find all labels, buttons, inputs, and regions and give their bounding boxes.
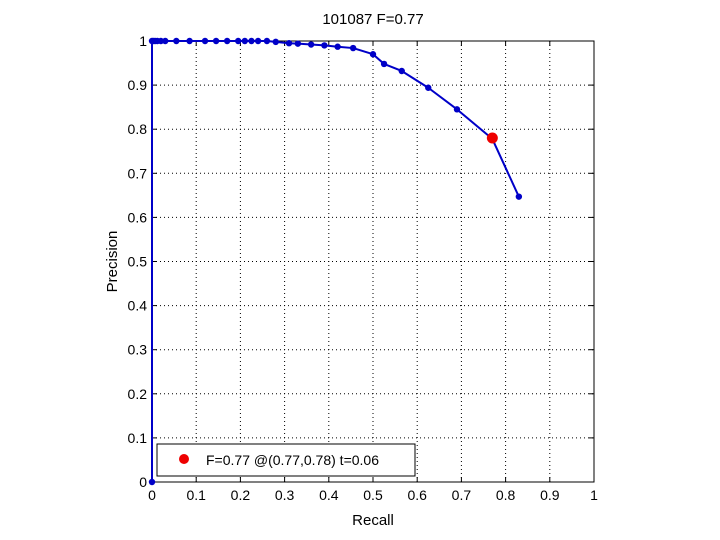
chart-title: 101087 F=0.77: [322, 11, 423, 28]
x-tick-label: 0.1: [186, 487, 206, 503]
x-tick-label: 0.6: [407, 487, 427, 503]
y-tick-label: 1: [139, 33, 147, 49]
data-point: [334, 44, 340, 50]
data-point: [202, 38, 208, 44]
x-tick-label: 0.4: [319, 487, 339, 503]
y-tick-label: 0.3: [128, 342, 148, 358]
data-point: [235, 38, 241, 44]
data-point: [213, 38, 219, 44]
x-tick-label: 0: [148, 487, 156, 503]
y-axis-label: Precision: [104, 231, 121, 293]
data-point: [425, 85, 431, 91]
y-tick-label: 0.2: [128, 386, 148, 402]
data-point: [149, 479, 155, 485]
data-point: [255, 38, 261, 44]
data-point: [454, 106, 460, 112]
data-point: [286, 40, 292, 46]
data-point: [308, 41, 314, 47]
data-point: [186, 38, 192, 44]
y-tick-label: 0.9: [128, 77, 148, 93]
data-point: [399, 68, 405, 74]
y-tick-label: 0.5: [128, 254, 148, 270]
data-point: [350, 45, 356, 51]
x-tick-label: 0.5: [363, 487, 383, 503]
y-tick-label: 0.4: [128, 298, 148, 314]
data-point: [381, 61, 387, 67]
x-axis-label: Recall: [352, 512, 394, 529]
x-tick-label: 1: [590, 487, 598, 503]
data-point: [248, 38, 254, 44]
x-tick-label: 0.3: [275, 487, 295, 503]
legend: F=0.77 @(0.77,0.78) t=0.06: [157, 444, 415, 476]
x-tick-label: 0.9: [540, 487, 560, 503]
best-f-point: [487, 133, 498, 144]
data-point: [321, 42, 327, 48]
legend-text: F=0.77 @(0.77,0.78) t=0.06: [206, 452, 379, 468]
y-tick-label: 0: [139, 474, 147, 490]
y-tick-label: 0.1: [128, 430, 148, 446]
legend-marker: [179, 454, 189, 464]
data-point: [273, 39, 279, 45]
data-point: [162, 38, 168, 44]
y-tick-label: 0.8: [128, 121, 148, 137]
data-point: [295, 40, 301, 46]
x-tick-label: 0.7: [452, 487, 472, 503]
y-tick-label: 0.7: [128, 165, 148, 181]
data-point: [224, 38, 230, 44]
data-point: [370, 51, 376, 57]
data-point: [242, 38, 248, 44]
data-point: [173, 38, 179, 44]
data-point: [516, 193, 522, 199]
data-point: [264, 38, 270, 44]
y-tick-label: 0.6: [128, 209, 148, 225]
x-tick-label: 0.2: [231, 487, 251, 503]
x-tick-label: 0.8: [496, 487, 516, 503]
